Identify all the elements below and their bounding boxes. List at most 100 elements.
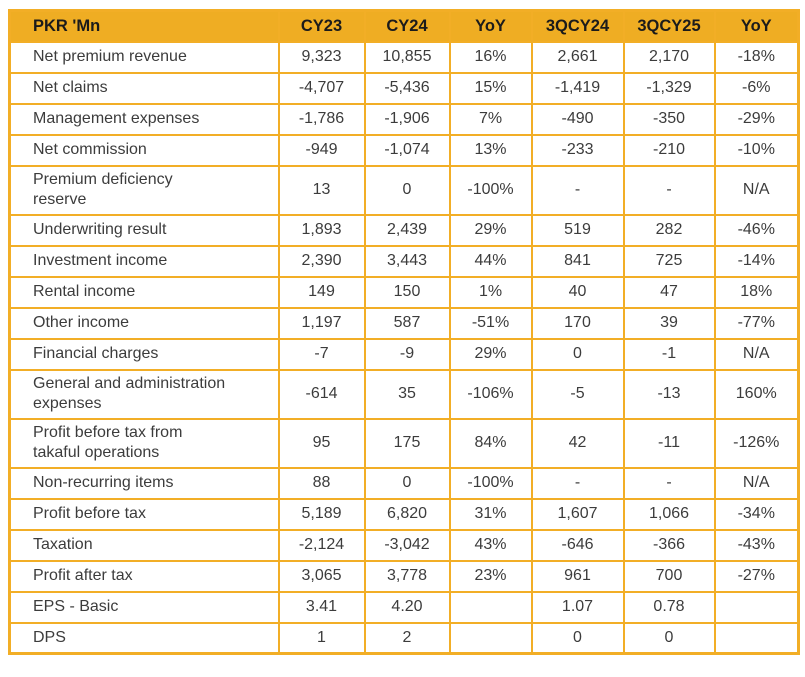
cell: 13% [448,133,533,167]
cell: -366 [622,528,716,562]
cell: -9 [363,337,451,371]
table-row: Financial charges -7 -9 29% 0 -1 N/A [8,337,800,371]
cell: -77% [713,306,800,340]
cell: -51% [448,306,533,340]
cell: 3,778 [363,559,451,593]
cell: 95 [277,417,366,469]
cell: 88 [277,466,366,500]
row-label: Net commission [8,133,280,167]
cell [448,621,533,655]
row-label: General and administration expenses [8,368,280,420]
financial-results-table: PKR 'Mn CY23 CY24 YoY 3QCY24 3QCY25 YoY … [8,9,800,655]
cell: 9,323 [277,40,366,74]
cell: 0.78 [622,590,716,624]
cell: -46% [713,213,800,247]
cell: -210 [622,133,716,167]
table-row: Profit before tax from takaful operation… [8,417,800,469]
cell: 44% [448,244,533,278]
cell: 6,820 [363,497,451,531]
cell: -6% [713,71,800,105]
cell: -29% [713,102,800,136]
cell: 29% [448,337,533,371]
cell [713,590,800,624]
row-label: EPS - Basic [8,590,280,624]
row-label: Profit after tax [8,559,280,593]
cell: 1,066 [622,497,716,531]
column-header-cy24: CY24 [363,9,451,43]
cell: 29% [448,213,533,247]
cell: -1,906 [363,102,451,136]
cell: 23% [448,559,533,593]
cell: -1 [622,337,716,371]
table-row: Management expenses -1,786 -1,906 7% -49… [8,102,800,136]
cell: 7% [448,102,533,136]
cell: 2,390 [277,244,366,278]
cell: -233 [530,133,625,167]
cell: -1,786 [277,102,366,136]
cell: 160% [713,368,800,420]
cell: - [530,164,625,216]
cell: -106% [448,368,533,420]
cell: 15% [448,71,533,105]
table-row: General and administration expenses -614… [8,368,800,420]
cell: -14% [713,244,800,278]
row-label: Management expenses [8,102,280,136]
cell: -614 [277,368,366,420]
cell: 0 [530,621,625,655]
cell: 31% [448,497,533,531]
cell: 725 [622,244,716,278]
table-row: Underwriting result 1,893 2,439 29% 519 … [8,213,800,247]
cell: N/A [713,337,800,371]
cell: -1,074 [363,133,451,167]
table-row: Premium deficiency reserve 13 0 -100% - … [8,164,800,216]
cell: -100% [448,466,533,500]
row-label: Non-recurring items [8,466,280,500]
table-row: Net commission -949 -1,074 13% -233 -210… [8,133,800,167]
cell: 700 [622,559,716,593]
cell: N/A [713,164,800,216]
cell: 1,197 [277,306,366,340]
cell: 1.07 [530,590,625,624]
row-label: Other income [8,306,280,340]
cell: 2,439 [363,213,451,247]
cell [448,590,533,624]
cell: 10,855 [363,40,451,74]
cell: -43% [713,528,800,562]
cell: -100% [448,164,533,216]
cell: 84% [448,417,533,469]
cell: 2,170 [622,40,716,74]
column-header-cy23: CY23 [277,9,366,43]
cell: -1,329 [622,71,716,105]
cell: 0 [363,466,451,500]
cell: 170 [530,306,625,340]
table-row: Profit before tax 5,189 6,820 31% 1,607 … [8,497,800,531]
table-row: Taxation -2,124 -3,042 43% -646 -366 -43… [8,528,800,562]
cell: 519 [530,213,625,247]
column-header-units: PKR 'Mn [8,9,280,43]
cell: -5 [530,368,625,420]
table-row: Other income 1,197 587 -51% 170 39 -77% [8,306,800,340]
cell: 150 [363,275,451,309]
table-row: Profit after tax 3,065 3,778 23% 961 700… [8,559,800,593]
cell: -350 [622,102,716,136]
column-header-yoy-q: YoY [713,9,800,43]
cell: 841 [530,244,625,278]
cell: 47 [622,275,716,309]
cell: 13 [277,164,366,216]
cell: -27% [713,559,800,593]
cell: 149 [277,275,366,309]
row-label: Rental income [8,275,280,309]
cell: - [530,466,625,500]
cell: 1 [277,621,366,655]
cell: 1,893 [277,213,366,247]
cell: 5,189 [277,497,366,531]
cell: -949 [277,133,366,167]
cell: 1,607 [530,497,625,531]
table-row: Net premium revenue 9,323 10,855 16% 2,6… [8,40,800,74]
cell: 1% [448,275,533,309]
cell: 175 [363,417,451,469]
cell: 4.20 [363,590,451,624]
table-row: Investment income 2,390 3,443 44% 841 72… [8,244,800,278]
row-label: Taxation [8,528,280,562]
